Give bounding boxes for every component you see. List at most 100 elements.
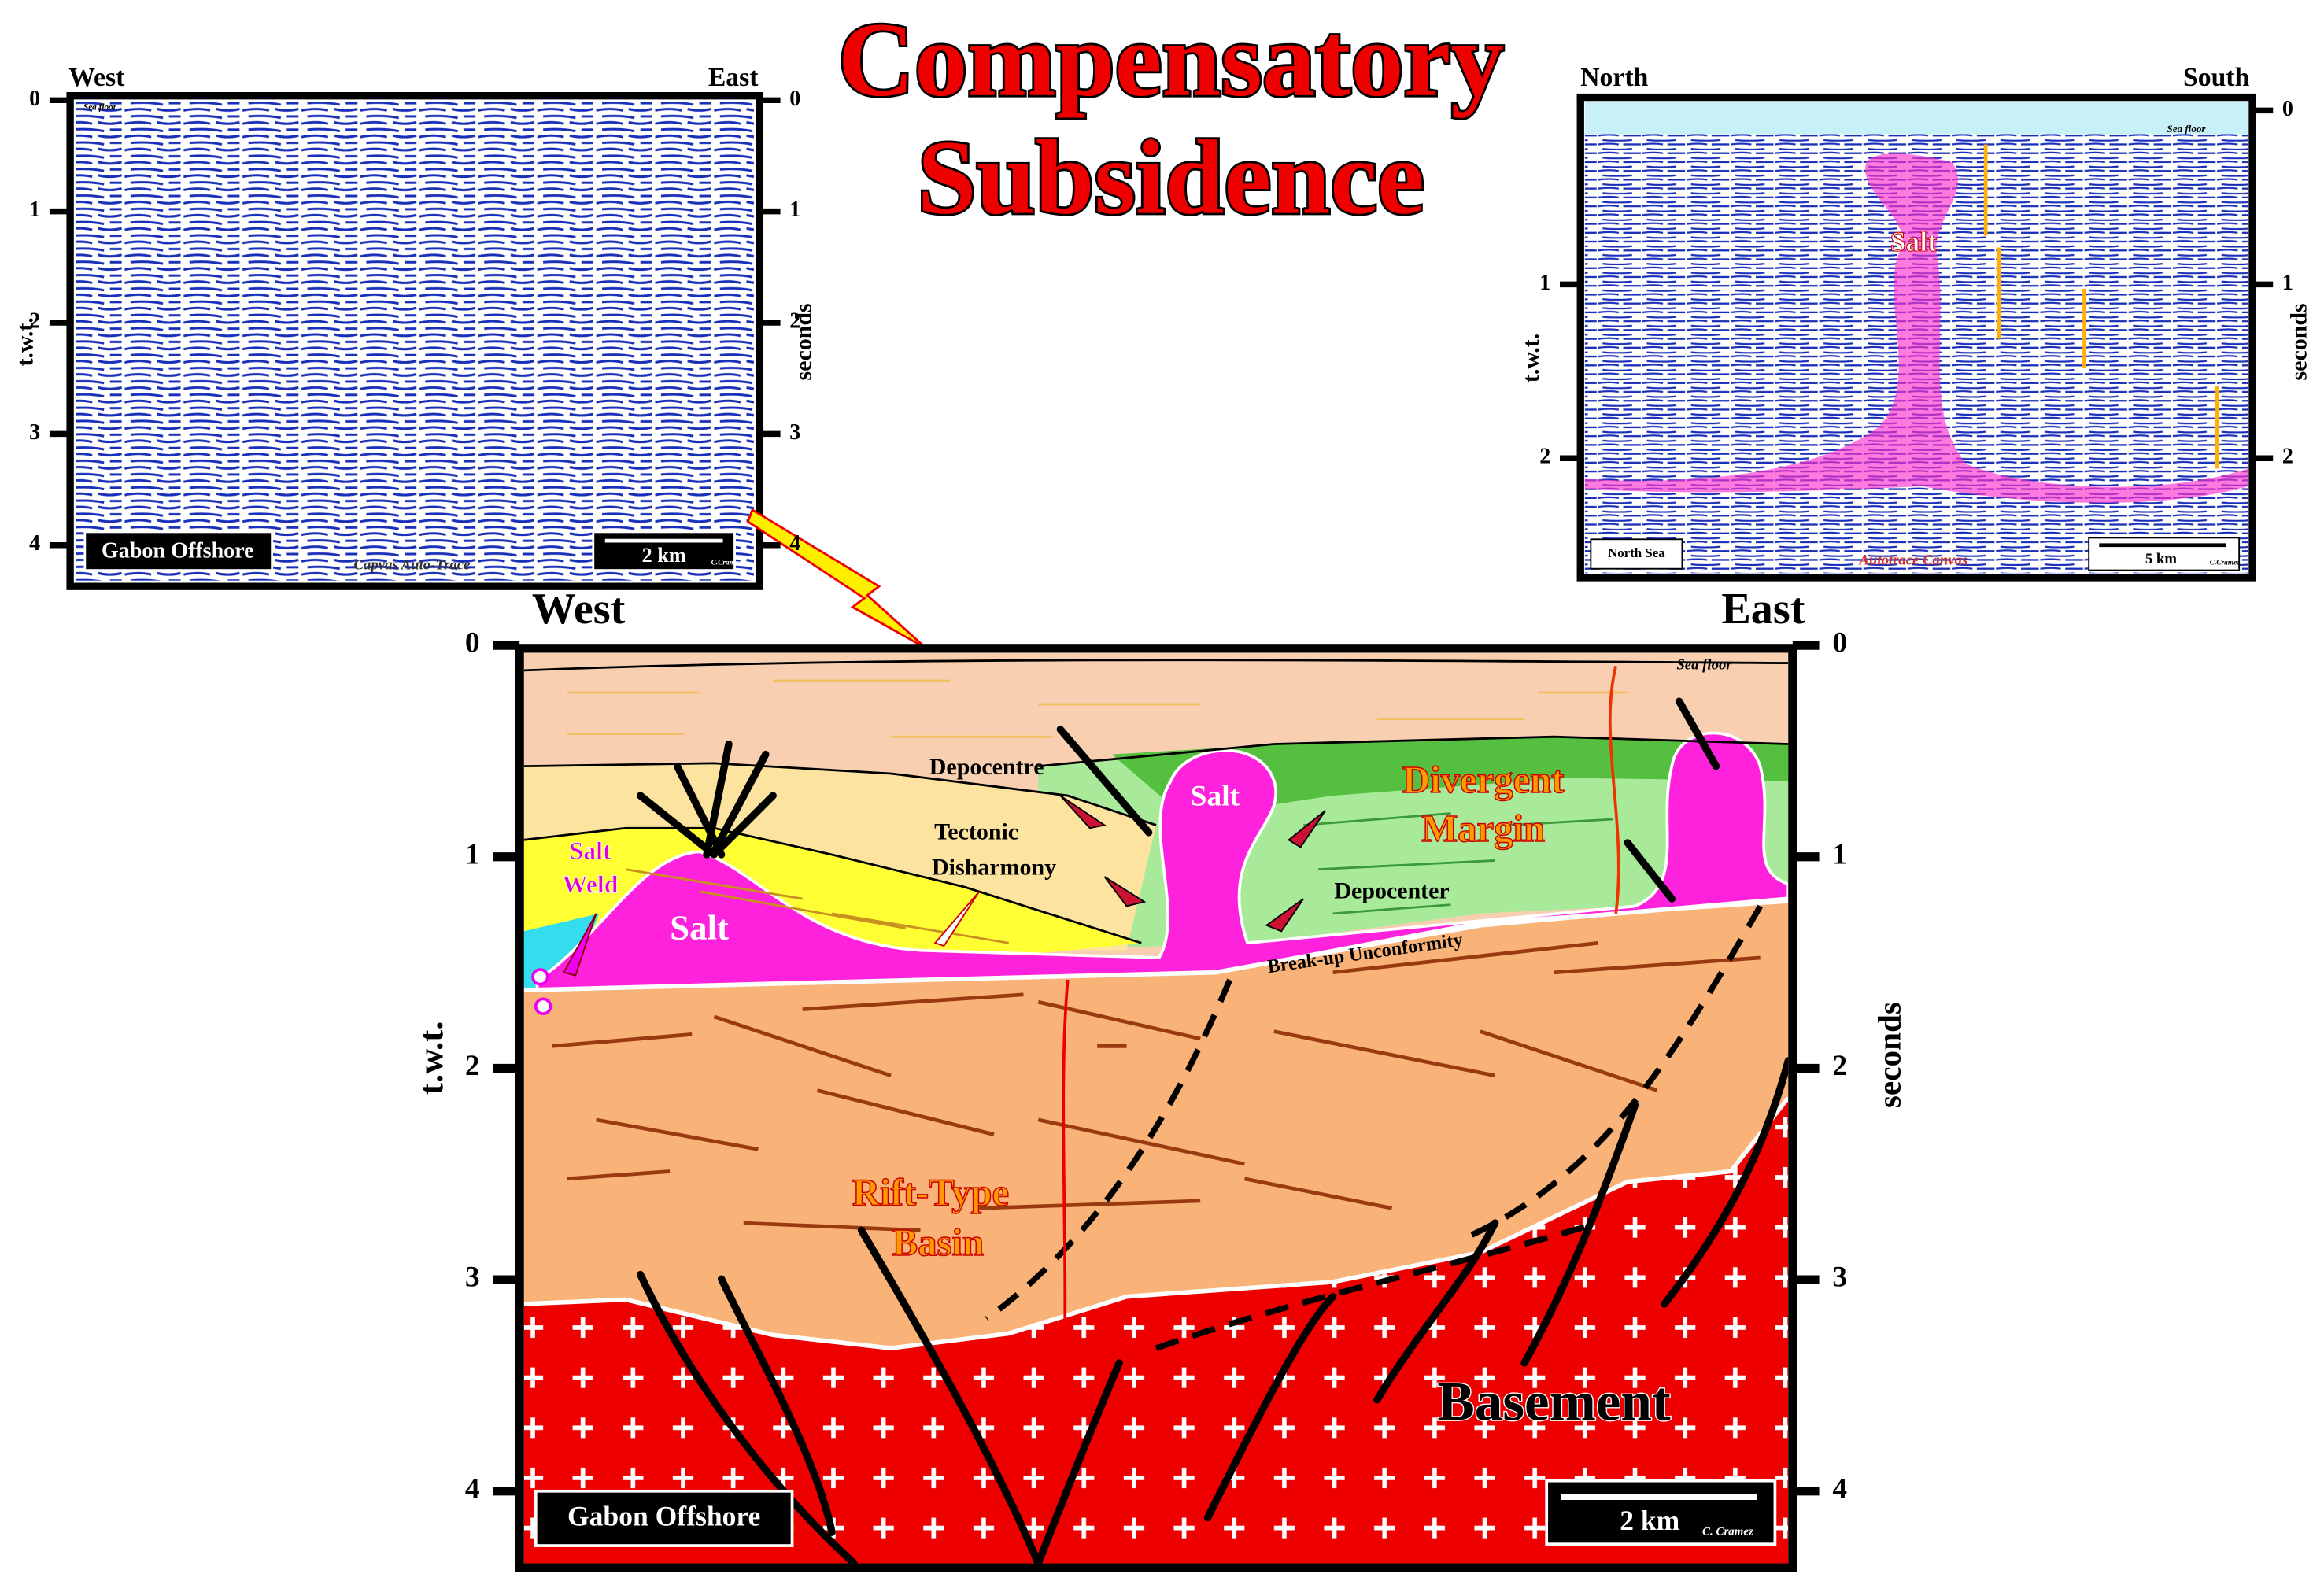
- sea-floor-label: Sea floor: [1676, 657, 1732, 674]
- tick-label: 2: [465, 1050, 480, 1082]
- tick-label: 0: [2282, 97, 2293, 121]
- water-column: [1584, 102, 2248, 135]
- seismic-texture: [76, 102, 754, 581]
- location-label: North Sea: [1608, 545, 1665, 560]
- panel-frame: [515, 644, 1797, 1572]
- green-band: [1111, 737, 1789, 818]
- pointer: [562, 913, 597, 977]
- location-box: [534, 1489, 794, 1547]
- marker: [534, 997, 552, 1016]
- label: Salt: [670, 908, 729, 947]
- axis-label: t.w.t.: [13, 317, 39, 366]
- tick-label: 0: [465, 627, 480, 659]
- panel-frame: [1576, 93, 2256, 582]
- tick-label: 3: [465, 1261, 480, 1294]
- salt-label: Salt: [1890, 226, 1937, 257]
- thickness-arrows: [1983, 144, 2219, 469]
- tick-label: 4: [465, 1472, 480, 1505]
- tick-label: 2: [789, 308, 800, 333]
- main-panel: West East t.w.t. seconds Sea floor Depoc…: [411, 585, 1908, 1572]
- tick-label: 2: [1539, 445, 1550, 469]
- label: Basin: [892, 1221, 984, 1264]
- left-panel: West East Sea floor t.w.t. seconds Gabon…: [13, 63, 816, 590]
- scale-box: [2088, 537, 2241, 571]
- axis-label: seconds: [2286, 303, 2312, 380]
- sea-floor-label: Sea floor: [2167, 123, 2206, 135]
- direction-label: East: [1721, 585, 1805, 634]
- direction-label: West: [532, 585, 626, 634]
- faults: [637, 697, 1789, 1564]
- footer: Autotrace Canvas: [1858, 552, 1967, 569]
- label: Margin: [1421, 807, 1545, 850]
- scale-box: [592, 530, 736, 571]
- tick-label: 1: [1539, 271, 1550, 295]
- axis-label: t.w.t.: [411, 1021, 450, 1095]
- salt: [535, 731, 1789, 992]
- location-box: [1590, 538, 1683, 570]
- link-arrow: [746, 508, 927, 650]
- flow-arrows: [1059, 795, 1327, 933]
- tick-label: 3: [1832, 1261, 1847, 1294]
- label: Salt: [1191, 780, 1240, 812]
- location-label: Gabon Offshore: [567, 1501, 760, 1532]
- scale-label: 2 km: [1620, 1505, 1679, 1536]
- unconformity-line: [523, 896, 1789, 993]
- direction-label: West: [68, 63, 125, 92]
- scale-box: [1545, 1479, 1777, 1546]
- scale-label: 5 km: [2145, 551, 2177, 567]
- location-box: [83, 530, 274, 571]
- tick-label: 1: [2282, 271, 2293, 295]
- right-panel: North South Sea floor Salt t.w.t. second…: [1518, 63, 2312, 582]
- label: Depocenter: [1334, 878, 1449, 904]
- brace: [1057, 979, 1070, 1474]
- label: Basement: [1437, 1371, 1671, 1432]
- direction-label: North: [1580, 63, 1648, 92]
- basement-texture: [523, 1097, 1789, 1564]
- tick-label: 0: [29, 87, 40, 111]
- tick-label: 1: [1832, 838, 1847, 870]
- label: Divergent: [1402, 759, 1564, 801]
- detachments: [985, 904, 1763, 1351]
- label: Rift-Type: [852, 1171, 1009, 1213]
- tick-label: 2: [29, 308, 40, 333]
- tick-label: 2: [2282, 445, 2293, 469]
- credit: C. Cramez: [1702, 1526, 1753, 1539]
- tick-label: 4: [1832, 1472, 1847, 1505]
- axis-label: t.w.t.: [1518, 334, 1544, 382]
- credit: C.Cramez: [711, 559, 742, 567]
- scale-label: 2 km: [642, 544, 686, 567]
- location-label: Gabon Offshore: [102, 539, 254, 563]
- label: Weld: [563, 870, 619, 898]
- strata: [567, 679, 1628, 944]
- tick-label: 4: [789, 531, 800, 556]
- ticks: 0 1 2 3 4 0 1 2 3 4 1 2 0 1 2 0 1 2 3 4 0 1 2 3 4: [29, 87, 2293, 1505]
- cross-section: [523, 652, 1789, 1564]
- label: Salt: [570, 837, 611, 864]
- tick-label: 0: [1832, 627, 1847, 659]
- footer: Capvas Auto-Trace: [354, 556, 471, 573]
- brace: [1608, 665, 1620, 914]
- rift-strata: [552, 940, 1761, 1232]
- panel-frame: [66, 92, 764, 590]
- direction-label: South: [2183, 63, 2250, 92]
- axis-label: seconds: [1871, 1002, 1908, 1108]
- tick-label: 4: [29, 531, 40, 556]
- label: Tectonic: [934, 819, 1018, 845]
- sea-floor-label: Sea floor: [83, 102, 117, 112]
- credit: C.Cramez: [2210, 559, 2241, 567]
- axis-label: seconds: [790, 303, 816, 380]
- tick-label: 3: [29, 420, 40, 445]
- horizons: [523, 659, 1789, 944]
- tick-label: 2: [1832, 1050, 1847, 1082]
- tick-label: 0: [789, 87, 800, 111]
- salt-body: [1584, 153, 2248, 503]
- marker: [531, 968, 549, 986]
- pointer: [933, 891, 981, 947]
- direction-label: East: [708, 63, 759, 92]
- tick-label: 1: [789, 198, 800, 222]
- label: Depocentre: [929, 754, 1044, 780]
- title-line: Compensatory: [838, 2, 1504, 119]
- tick-label: 3: [789, 420, 800, 445]
